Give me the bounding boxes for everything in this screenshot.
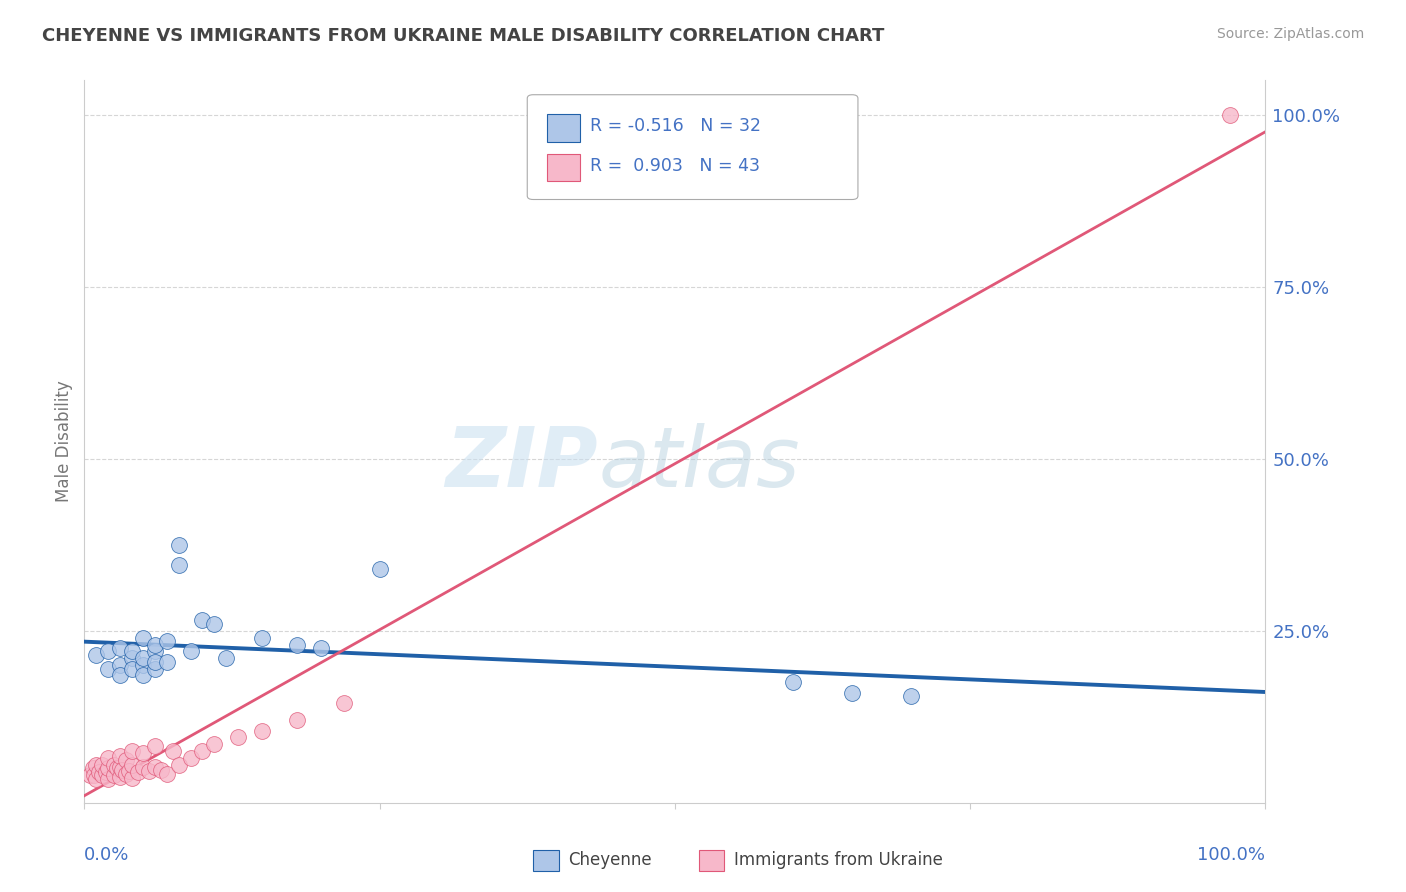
Point	[226, 731, 249, 745]
Text: R =  0.903   N = 43: R = 0.903 N = 43	[591, 156, 759, 175]
Point	[167, 758, 190, 772]
Point	[91, 758, 114, 772]
Y-axis label: Male Disability: Male Disability	[55, 381, 73, 502]
Point	[143, 644, 166, 658]
Text: CHEYENNE VS IMMIGRANTS FROM UKRAINE MALE DISABILITY CORRELATION CHART: CHEYENNE VS IMMIGRANTS FROM UKRAINE MALE…	[42, 27, 884, 45]
Text: Cheyenne: Cheyenne	[568, 851, 652, 869]
Point	[215, 651, 238, 665]
Point	[333, 696, 356, 710]
Point	[191, 614, 214, 628]
Point	[132, 760, 155, 774]
Point	[97, 662, 120, 676]
Point	[250, 631, 273, 645]
Point	[782, 675, 804, 690]
Point	[108, 760, 131, 774]
Point	[108, 658, 131, 673]
Text: Immigrants from Ukraine: Immigrants from Ukraine	[734, 851, 943, 869]
Text: Source: ZipAtlas.com: Source: ZipAtlas.com	[1216, 27, 1364, 41]
Point	[84, 648, 107, 662]
Point	[97, 751, 120, 765]
FancyBboxPatch shape	[527, 95, 858, 200]
Point	[180, 644, 202, 658]
Point	[368, 562, 391, 576]
Point	[143, 655, 166, 669]
Point	[191, 744, 214, 758]
Point	[79, 768, 101, 782]
Point	[132, 651, 155, 665]
Point	[97, 644, 120, 658]
Point	[103, 768, 125, 782]
Point	[127, 764, 149, 779]
Point	[84, 758, 107, 772]
Point	[202, 737, 225, 751]
Point	[121, 771, 143, 785]
Point	[87, 764, 110, 779]
Point	[114, 767, 136, 781]
Text: 100.0%: 100.0%	[1198, 847, 1265, 864]
Point	[162, 744, 184, 758]
Point	[156, 767, 179, 781]
Point	[1219, 108, 1241, 122]
Point	[121, 758, 143, 772]
Point	[83, 768, 105, 782]
Point	[97, 772, 120, 786]
Point	[143, 760, 166, 774]
Bar	[699, 850, 724, 871]
Point	[97, 761, 120, 775]
Bar	[547, 114, 581, 142]
Point	[150, 763, 173, 777]
Point	[108, 749, 131, 764]
Point	[107, 761, 129, 775]
Point	[167, 538, 190, 552]
Point	[841, 686, 863, 700]
Point	[285, 713, 308, 727]
Point	[118, 764, 141, 779]
Point	[202, 616, 225, 631]
Point	[132, 631, 155, 645]
Text: 0.0%: 0.0%	[84, 847, 129, 864]
Point	[132, 658, 155, 673]
Point	[132, 746, 155, 760]
Point	[114, 753, 136, 767]
Text: R = -0.516   N = 32: R = -0.516 N = 32	[591, 117, 761, 135]
Point	[156, 634, 179, 648]
Point	[250, 723, 273, 738]
Point	[94, 764, 117, 779]
Point	[103, 758, 125, 772]
Point	[121, 644, 143, 658]
Point	[108, 770, 131, 784]
Point	[121, 744, 143, 758]
Point	[180, 751, 202, 765]
Bar	[533, 850, 560, 871]
Point	[82, 761, 104, 775]
Point	[108, 640, 131, 655]
Point	[111, 763, 134, 777]
Point	[132, 668, 155, 682]
Point	[143, 662, 166, 676]
Text: ZIP: ZIP	[446, 423, 598, 504]
Point	[143, 638, 166, 652]
Point	[108, 668, 131, 682]
Point	[900, 689, 922, 703]
Bar	[547, 154, 581, 181]
Text: atlas: atlas	[598, 423, 800, 504]
Point	[138, 764, 160, 779]
Point	[156, 655, 179, 669]
Point	[309, 640, 332, 655]
Point	[121, 651, 143, 665]
Point	[285, 638, 308, 652]
Point	[121, 662, 143, 676]
Point	[91, 768, 114, 782]
Point	[143, 739, 166, 754]
Point	[167, 558, 190, 573]
Point	[84, 772, 107, 786]
